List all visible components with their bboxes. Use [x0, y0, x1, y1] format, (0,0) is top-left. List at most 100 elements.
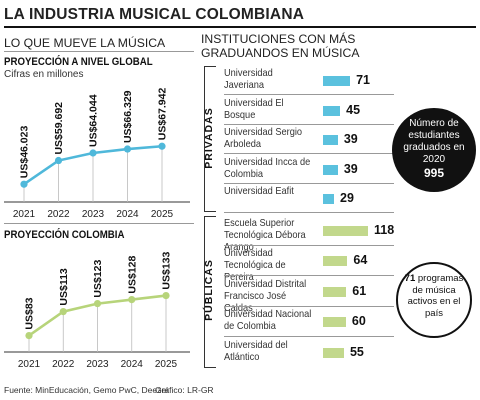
- bar-row: Universidad Nacional de Colombia: [224, 307, 394, 337]
- bar: [323, 317, 346, 328]
- bar: [323, 164, 338, 175]
- callout-private-line3: graduados en: [403, 142, 465, 153]
- bar-row: Universidad del Atlántico: [224, 338, 394, 368]
- global-chart-title: PROYECCIÓN A NIVEL GLOBAL: [4, 56, 153, 68]
- right-header-line2: GRADUANDOS EN MÚSICA: [201, 46, 360, 60]
- x-tick-label: 2022: [52, 359, 75, 370]
- row-divider: [224, 94, 394, 95]
- bar-row: Universidad Distrital Francisco José Cal…: [224, 277, 394, 314]
- colombia-chart-title: PROYECCIÓN COLOMBIA: [4, 229, 125, 241]
- bar-value-label: 61: [352, 283, 367, 298]
- left-header: LO QUE MUEVE LA MÚSICA: [4, 36, 166, 50]
- bar-value-label: 55: [349, 344, 364, 359]
- privadas-label: PRIVADAS: [203, 107, 215, 169]
- bar-category-label: Universidad Sergio Arboleda: [224, 126, 303, 151]
- bar-value-label: 39: [343, 132, 358, 147]
- x-tick-label: 2021: [13, 209, 36, 220]
- data-point: [123, 145, 132, 153]
- row-divider: [224, 153, 394, 155]
- data-point: [25, 332, 33, 340]
- bar-value-label: 39: [343, 161, 358, 176]
- row-divider: [224, 305, 394, 307]
- row-divider: [224, 336, 394, 338]
- callout-private-line1: Número de: [409, 118, 459, 129]
- data-point: [128, 296, 136, 304]
- bar-category-label: Universidad Nacional de Colombia: [224, 308, 312, 333]
- x-tick-label: 2024: [121, 359, 144, 370]
- data-point: [89, 149, 97, 157]
- bar-category-label: Universidad Eafit: [224, 185, 294, 198]
- row-divider: [224, 275, 394, 277]
- bar: [323, 135, 338, 146]
- bar-row: Universidad El Bosque: [224, 96, 394, 126]
- bar-category-label: Universidad Distrital Francisco José Cal…: [224, 277, 307, 314]
- x-tick-label: 2024: [116, 209, 139, 220]
- data-label: US$59.692: [53, 102, 65, 155]
- publicas-bracket: [204, 216, 216, 368]
- bar-category-label: Universidad Javeriana: [224, 67, 273, 91]
- data-label: US$133: [161, 251, 173, 289]
- x-tick-label: 2025: [155, 359, 178, 370]
- x-tick-label: 2025: [151, 209, 174, 220]
- public-programs-callout: 71 programas de música activos en el paí…: [396, 262, 472, 338]
- callout-private-line2: estudiantes: [408, 130, 460, 141]
- main-title: LA INDUSTRIA MUSICAL COLOMBIANA: [4, 6, 305, 23]
- source-footer: Fuente: MinEducación, Gemo PwC, Deezer: [4, 385, 169, 395]
- callout-private-line4: 2020: [422, 154, 446, 165]
- bar: [323, 194, 335, 205]
- callout-public-line1: programas: [417, 273, 464, 284]
- colombia-line-chart: US$83 US$113 US$123 US$128 US$133 2021 2022 202…: [4, 251, 190, 370]
- bar-row: Universidad Sergio Arboleda: [224, 125, 394, 155]
- bar-row: Universidad Eafit: [224, 184, 394, 214]
- bar-value-label: 45: [346, 102, 361, 117]
- callout-public-line4: país: [425, 307, 443, 319]
- data-point: [158, 142, 166, 150]
- data-point: [93, 300, 102, 308]
- bar-category-label: Universidad del Atlántico: [224, 338, 288, 363]
- right-header-line1: INSTITUCIONES CON MÁS: [201, 32, 356, 46]
- left-header-rule: [4, 51, 194, 52]
- x-tick-label: 2023: [82, 209, 105, 220]
- bar-value-label: 29: [340, 191, 354, 206]
- global-chart-subtitle: Cifras en millones: [4, 69, 84, 80]
- data-label: US$83: [24, 297, 36, 329]
- bar-value-label: 64: [353, 253, 368, 268]
- chart-separator: [4, 223, 194, 224]
- callout-public-value: 71: [404, 273, 416, 284]
- bar: [323, 286, 347, 297]
- data-point: [54, 156, 63, 165]
- data-label: US$66.329: [122, 90, 134, 143]
- bar-row: Universidad Incca de Colombia: [224, 155, 394, 185]
- data-label: US$128: [126, 255, 138, 293]
- bar-category-label: Universidad Tecnológica de Pereira: [224, 247, 286, 284]
- data-point: [162, 292, 170, 300]
- bar-value-label: 118: [374, 223, 395, 237]
- data-label: US$64.044: [88, 94, 100, 147]
- row-divider: [224, 182, 394, 184]
- callout-private-value: 995: [423, 166, 445, 180]
- bar-category-label: Universidad El Bosque: [224, 96, 284, 121]
- callout-public-line3: activos en el: [407, 296, 461, 307]
- bar: [323, 105, 341, 116]
- bar: [323, 76, 351, 86]
- x-tick-label: 2022: [47, 209, 70, 220]
- global-line-chart: US$46.023 US$59.692 US$64.044 US$66.329 US$6…: [4, 88, 190, 220]
- bar: [323, 347, 344, 358]
- bar-row: Universidad Tecnológica de Pereira: [224, 246, 394, 283]
- data-label: US$46.023: [19, 126, 31, 179]
- row-divider: [224, 123, 394, 125]
- publicas-label: PÚBLICAS: [203, 259, 215, 321]
- title-rule: [4, 26, 476, 28]
- graphic-credit: Gráfico: LR-GR: [155, 385, 214, 395]
- row-divider: [224, 212, 394, 214]
- row-divider: [224, 245, 394, 246]
- bar-row: Escuela Superior Tecnológica Débora Aran…: [224, 216, 394, 253]
- data-point: [20, 180, 28, 188]
- data-label: US$123: [92, 259, 104, 297]
- bar-category-label: Universidad Incca de Colombia: [224, 155, 311, 180]
- bar: [323, 256, 348, 267]
- data-point: [59, 308, 67, 316]
- bar-category-label: Escuela Superior Tecnológica Débora Aran…: [224, 217, 306, 253]
- bar: [323, 226, 368, 236]
- data-label: US$67.942: [157, 88, 169, 141]
